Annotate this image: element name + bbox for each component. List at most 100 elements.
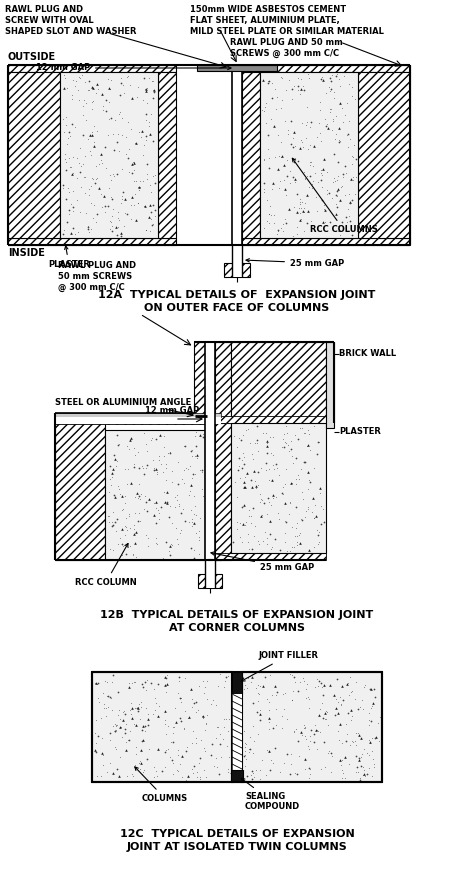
Text: ON OUTER FACE OF COLUMNS: ON OUTER FACE OF COLUMNS — [145, 303, 329, 313]
Point — [137, 712, 144, 726]
Point — [146, 128, 154, 142]
Point — [137, 129, 144, 144]
Point — [128, 157, 136, 171]
Point — [272, 532, 279, 546]
Point — [235, 430, 243, 444]
Point — [142, 223, 150, 237]
Point — [319, 711, 327, 725]
Point — [92, 736, 100, 750]
Point — [177, 523, 185, 537]
Point — [89, 95, 96, 109]
Point — [198, 462, 206, 476]
Point — [92, 159, 100, 173]
Point — [157, 428, 164, 442]
Point — [158, 457, 165, 471]
Point — [302, 682, 310, 697]
Point — [67, 161, 75, 175]
Point — [270, 216, 277, 230]
Point — [134, 195, 142, 210]
Point — [305, 473, 313, 487]
Point — [177, 506, 184, 520]
Text: COLUMNS: COLUMNS — [135, 767, 188, 803]
Point — [286, 163, 293, 178]
Point — [82, 205, 90, 219]
Point — [131, 518, 138, 533]
Point — [293, 205, 301, 219]
Point — [182, 744, 190, 758]
Point — [323, 706, 331, 720]
Point — [164, 677, 171, 691]
Point — [150, 86, 157, 100]
Point — [164, 446, 172, 460]
Point — [101, 199, 109, 213]
Point — [291, 200, 298, 214]
Point — [324, 164, 331, 178]
Point — [111, 113, 118, 128]
Point — [103, 765, 111, 780]
Point — [346, 187, 353, 202]
Bar — [55, 417, 221, 424]
Point — [137, 514, 144, 528]
Point — [190, 550, 198, 565]
Point — [319, 162, 327, 177]
Point — [292, 472, 300, 486]
Point — [263, 743, 271, 757]
Point — [73, 194, 81, 208]
Point — [298, 728, 306, 742]
Point — [304, 690, 311, 705]
Point — [143, 437, 150, 451]
Point — [181, 722, 188, 736]
Point — [174, 747, 182, 762]
Point — [305, 67, 312, 81]
Point — [307, 762, 314, 776]
Point — [209, 737, 216, 751]
Point — [303, 169, 311, 183]
Point — [245, 745, 253, 759]
Point — [306, 730, 314, 744]
Point — [153, 465, 161, 479]
Point — [364, 766, 371, 780]
Point — [314, 723, 321, 738]
Point — [204, 691, 211, 706]
Point — [81, 94, 88, 108]
Point — [275, 148, 283, 162]
Point — [318, 173, 325, 187]
Bar — [232, 65, 242, 245]
Point — [98, 747, 105, 761]
Point — [178, 472, 186, 486]
Point — [76, 71, 83, 86]
Point — [112, 723, 119, 737]
Point — [63, 110, 70, 124]
Point — [131, 186, 138, 201]
Point — [302, 503, 310, 517]
Point — [249, 765, 257, 780]
Point — [313, 741, 320, 756]
Point — [136, 477, 143, 491]
Point — [94, 676, 101, 690]
Point — [160, 441, 168, 455]
Point — [319, 681, 326, 695]
Point — [134, 514, 142, 528]
Point — [106, 81, 113, 95]
Point — [295, 527, 303, 541]
Point — [88, 95, 96, 109]
Point — [263, 463, 270, 477]
Point — [260, 426, 267, 441]
Point — [171, 490, 179, 504]
Point — [182, 461, 190, 475]
Point — [356, 772, 364, 787]
Point — [119, 714, 127, 728]
Point — [265, 462, 273, 476]
Point — [162, 704, 169, 718]
Point — [260, 181, 267, 195]
Point — [338, 215, 346, 229]
Point — [278, 486, 285, 500]
Point — [315, 435, 323, 450]
Point — [256, 772, 264, 786]
Point — [131, 535, 138, 549]
Point — [109, 515, 116, 529]
Point — [311, 681, 319, 695]
Point — [317, 134, 324, 148]
Point — [217, 667, 224, 681]
Bar — [92, 672, 232, 782]
